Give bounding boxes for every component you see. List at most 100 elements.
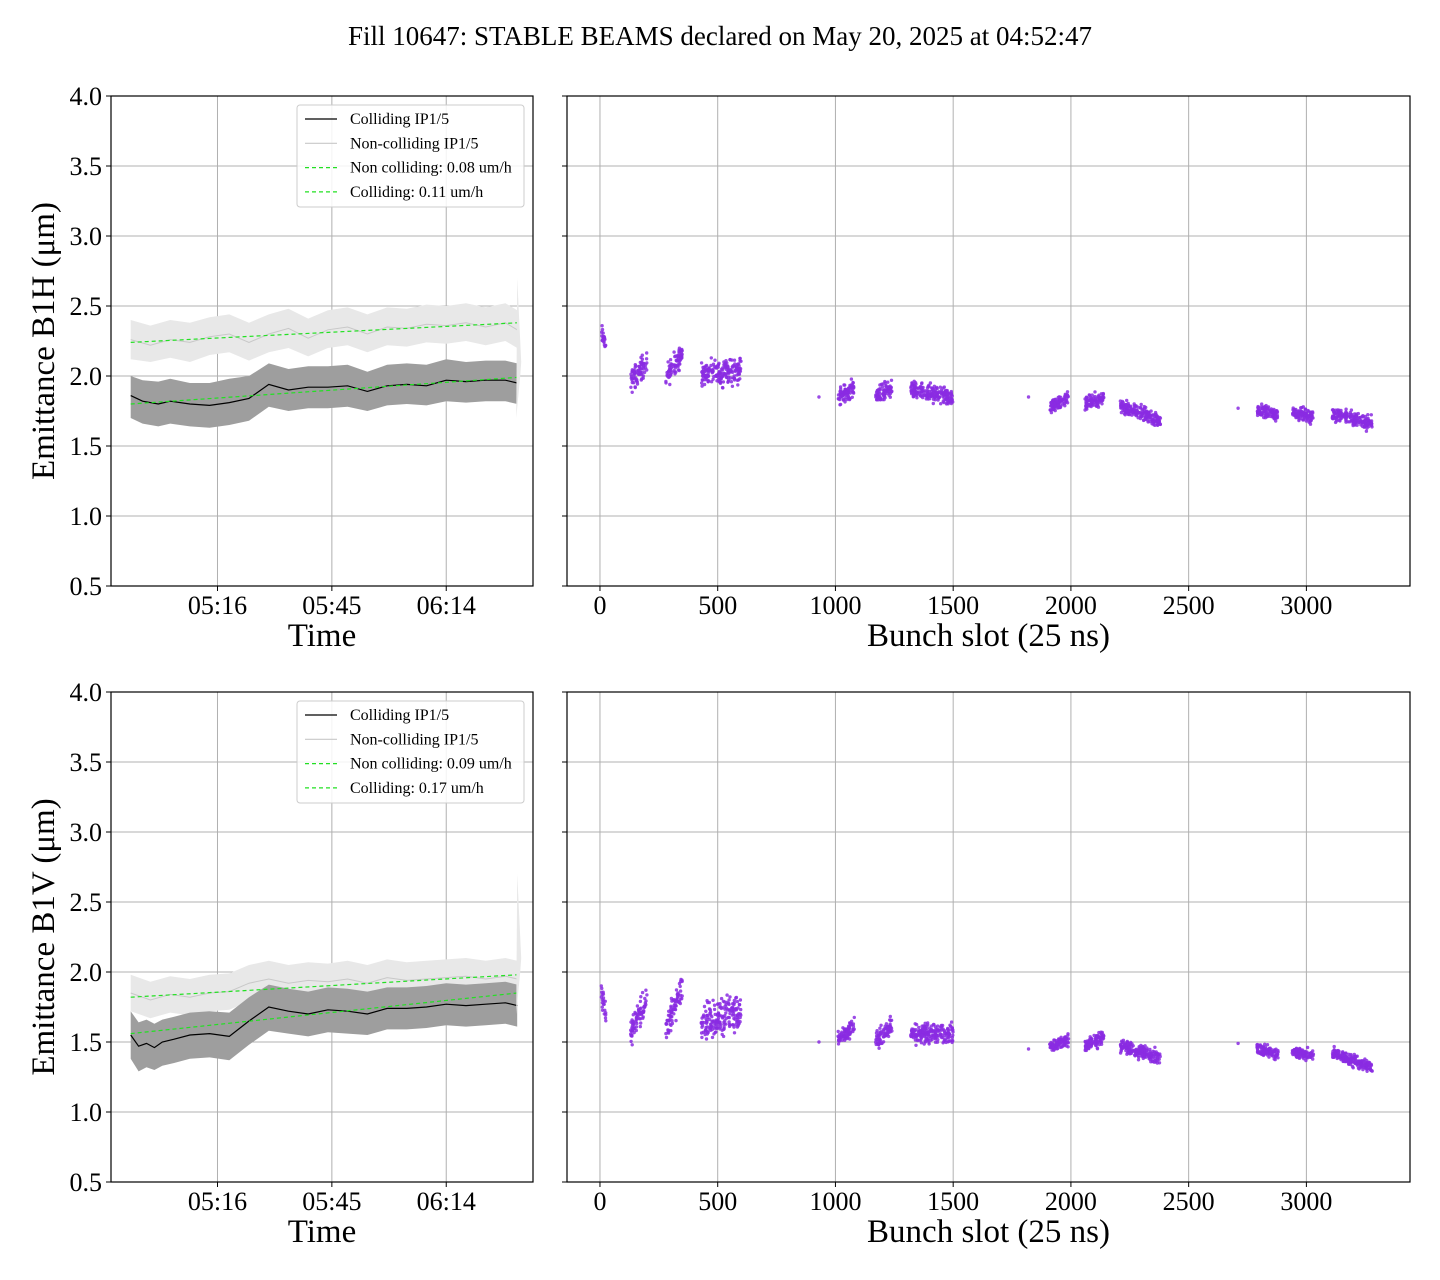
x-axis-label: Time	[288, 1214, 356, 1250]
bunch-point	[1051, 398, 1055, 403]
bunch-point	[728, 1011, 732, 1016]
bunch-point	[1136, 405, 1140, 409]
bunch-point	[699, 1021, 704, 1026]
bunch-point	[918, 1038, 922, 1043]
bunch-point	[1361, 1059, 1365, 1063]
bunch-point	[1100, 402, 1104, 406]
bunch-point	[629, 385, 633, 389]
bunch-point	[714, 373, 718, 378]
bunch-point	[1095, 400, 1100, 404]
bunch-point	[878, 396, 882, 400]
bunch-point	[1151, 413, 1155, 417]
bunch-point	[600, 327, 605, 332]
bunch-point	[888, 1018, 893, 1023]
bunch-point	[1272, 407, 1276, 412]
bunch-point	[1140, 414, 1144, 419]
bunch-point	[1255, 1042, 1260, 1047]
colliding-fit-line	[130, 992, 518, 1035]
bunch-point	[931, 401, 935, 406]
bunch-point	[1093, 390, 1097, 394]
bunch-point	[951, 1033, 955, 1038]
bunch-point	[667, 367, 672, 371]
noncolliding-line	[130, 322, 518, 346]
bunch-point	[1365, 1067, 1369, 1071]
bunch-point	[1154, 1050, 1158, 1054]
bunch-point	[1369, 1063, 1374, 1067]
bunch-point	[679, 356, 684, 360]
bunch-point	[1054, 397, 1058, 401]
bunch-point	[1087, 1046, 1091, 1051]
bunch-point	[1342, 413, 1346, 417]
bunch-point	[1346, 1057, 1350, 1061]
bunch-point	[1274, 419, 1278, 423]
bunch-point	[916, 391, 920, 395]
bunch-point	[673, 372, 677, 376]
bunch-point	[664, 1031, 668, 1036]
bunch-point	[1291, 413, 1295, 417]
bunch-point	[603, 1016, 608, 1020]
bunch-point	[1137, 410, 1141, 415]
x-tick-label: 0	[593, 1187, 606, 1216]
bunch-point	[700, 1035, 704, 1040]
bunch-point	[1344, 420, 1348, 424]
bunch-point	[817, 1040, 821, 1044]
bunch-point	[728, 995, 732, 999]
bunch-point	[738, 356, 742, 361]
bunch-point	[882, 397, 886, 402]
bunch-point	[1370, 1069, 1374, 1073]
bunch-point	[1307, 1054, 1311, 1059]
bunch-point	[1311, 1049, 1315, 1053]
bunch-point	[945, 395, 950, 399]
bunch-point	[1122, 408, 1127, 413]
bunch-point	[636, 1013, 641, 1017]
bunch-point	[666, 1031, 671, 1035]
bunch-point	[1050, 1045, 1055, 1050]
bunch-point	[1099, 1030, 1103, 1034]
x-tick-label: 05:16	[188, 1187, 247, 1216]
bunch-point	[707, 366, 711, 371]
bunch-point	[1301, 405, 1306, 409]
y-tick-label: 0.5	[70, 572, 103, 601]
bunch-point	[630, 1043, 634, 1047]
bunch-point	[1150, 420, 1155, 424]
bunch-point	[726, 368, 730, 372]
bunch-point	[1057, 1037, 1061, 1041]
bunch-point	[1056, 406, 1060, 410]
bunch-point	[1138, 1051, 1142, 1056]
bunch-point	[704, 363, 709, 368]
bunch-point	[1125, 409, 1130, 413]
bunch-point	[1084, 1048, 1089, 1053]
bunch-point	[1124, 1046, 1128, 1051]
y-tick-label: 2.5	[70, 888, 103, 917]
bunch-point	[1153, 423, 1157, 427]
bunch-point	[729, 380, 734, 384]
bunch-point	[664, 1035, 669, 1040]
bunch-point	[935, 1035, 939, 1039]
bunch-point	[702, 1004, 707, 1009]
bunch-point	[843, 1038, 847, 1043]
x-axis-label: Bunch slot (25 ns)	[867, 1214, 1110, 1250]
bunch-point	[927, 1042, 931, 1046]
bunch-point	[852, 1015, 856, 1020]
legend-box	[296, 104, 525, 208]
x-tick-label: 500	[698, 591, 737, 620]
bunch-point	[880, 385, 885, 389]
bunch-point	[936, 398, 940, 402]
bunch-point	[1276, 1056, 1280, 1060]
bunch-point	[1265, 1043, 1270, 1047]
bunch-point	[1370, 425, 1374, 429]
bunch-point	[709, 1028, 713, 1033]
bunch-point	[1268, 408, 1272, 412]
bunch-point	[716, 1025, 720, 1029]
bunch-point	[601, 334, 606, 339]
bunch-point	[1126, 412, 1130, 417]
bunch-point	[633, 385, 637, 389]
bunch-point	[1332, 1044, 1336, 1049]
bunch-point	[817, 395, 821, 399]
bunch-point	[1334, 415, 1339, 420]
bunch-point	[723, 1004, 727, 1008]
bunch-point	[1092, 1033, 1096, 1038]
bunch-point	[1352, 412, 1357, 416]
bunch-point	[674, 364, 678, 368]
bunch-point	[925, 386, 930, 390]
